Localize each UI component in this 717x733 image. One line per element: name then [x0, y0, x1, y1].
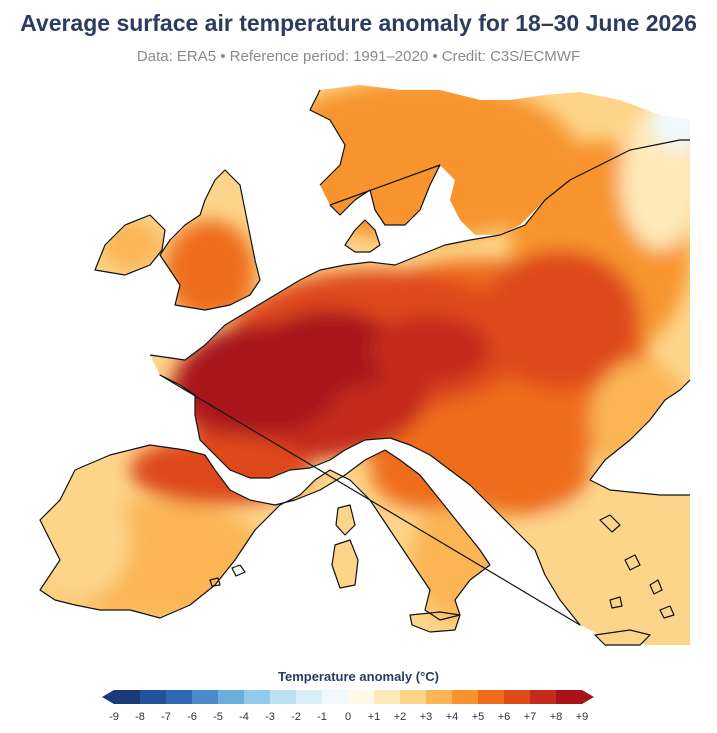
- colorbar-tick-label: -3: [265, 711, 275, 723]
- colorbar-arrow-left: [102, 690, 114, 704]
- colorbar-swatch: [530, 690, 556, 704]
- colorbar-tick-label: +1: [368, 711, 381, 723]
- colorbar-tick-label: -4: [239, 711, 249, 723]
- colorbar-swatch: [270, 690, 296, 704]
- colorbar-swatch: [114, 690, 140, 704]
- colorbar-tick-label: -1: [317, 711, 327, 723]
- colorbar-tick-label: +6: [498, 711, 511, 723]
- colorbar-swatch: [296, 690, 322, 704]
- colorbar-tick-label: +3: [420, 711, 433, 723]
- colorbar-swatch: [374, 690, 400, 704]
- temperature-anomaly-map: [0, 82, 717, 660]
- colorbar-swatch: [218, 690, 244, 704]
- colorbar-tick-label: -5: [213, 711, 223, 723]
- coastlines: [39, 89, 691, 646]
- colorbar-tick-label: -2: [291, 711, 301, 723]
- colorbar-tick-label: -8: [135, 711, 145, 723]
- map-subtitle: Data: ERA5 • Reference period: 1991–2020…: [136, 48, 581, 65]
- colorbar-tick-label: +8: [550, 711, 563, 723]
- legend-title: Temperature anomaly (°C): [278, 669, 439, 684]
- colorbar-ticks: -9 -8 -7 -6 -5 -4 -3 -2 -1 0 +1 +2 +3 +4 +5 +6 +7 +8 +9: [109, 711, 588, 723]
- colorbar-swatch: [322, 690, 348, 704]
- colorbar-swatch: [426, 690, 452, 704]
- colorbar-tick-label: +5: [472, 711, 485, 723]
- colorbar-tick-label: +2: [394, 711, 407, 723]
- colorbar-swatch: [140, 690, 166, 704]
- colorbar-tick-label: -6: [187, 711, 197, 723]
- colorbar-tick-label: -7: [161, 711, 171, 723]
- colorbar-swatch: [556, 690, 582, 704]
- colorbar-swatch: [452, 690, 478, 704]
- map-title: Average surface air temperature anomaly …: [20, 10, 697, 36]
- colorbar-swatch: [400, 690, 426, 704]
- colorbar-tick-label: +7: [524, 711, 537, 723]
- colorbar-tick-label: -9: [109, 711, 119, 723]
- colorbar-tick-label: 0: [345, 711, 351, 723]
- colorbar-tick-label: +4: [446, 711, 459, 723]
- colorbar-tick-label: +9: [576, 711, 589, 723]
- colorbar-swatch: [166, 690, 192, 704]
- colorbar-swatches: [102, 690, 594, 704]
- colorbar-swatch: [244, 690, 270, 704]
- colorbar-swatch: [348, 690, 374, 704]
- colorbar: -9 -8 -7 -6 -5 -4 -3 -2 -1 0 +1 +2 +3 +4 +5 +6 +7 +8 +9: [102, 690, 594, 723]
- colorbar-swatch: [478, 690, 504, 704]
- colorbar-arrow-right: [582, 690, 594, 704]
- colorbar-swatch: [192, 690, 218, 704]
- colorbar-swatch: [504, 690, 530, 704]
